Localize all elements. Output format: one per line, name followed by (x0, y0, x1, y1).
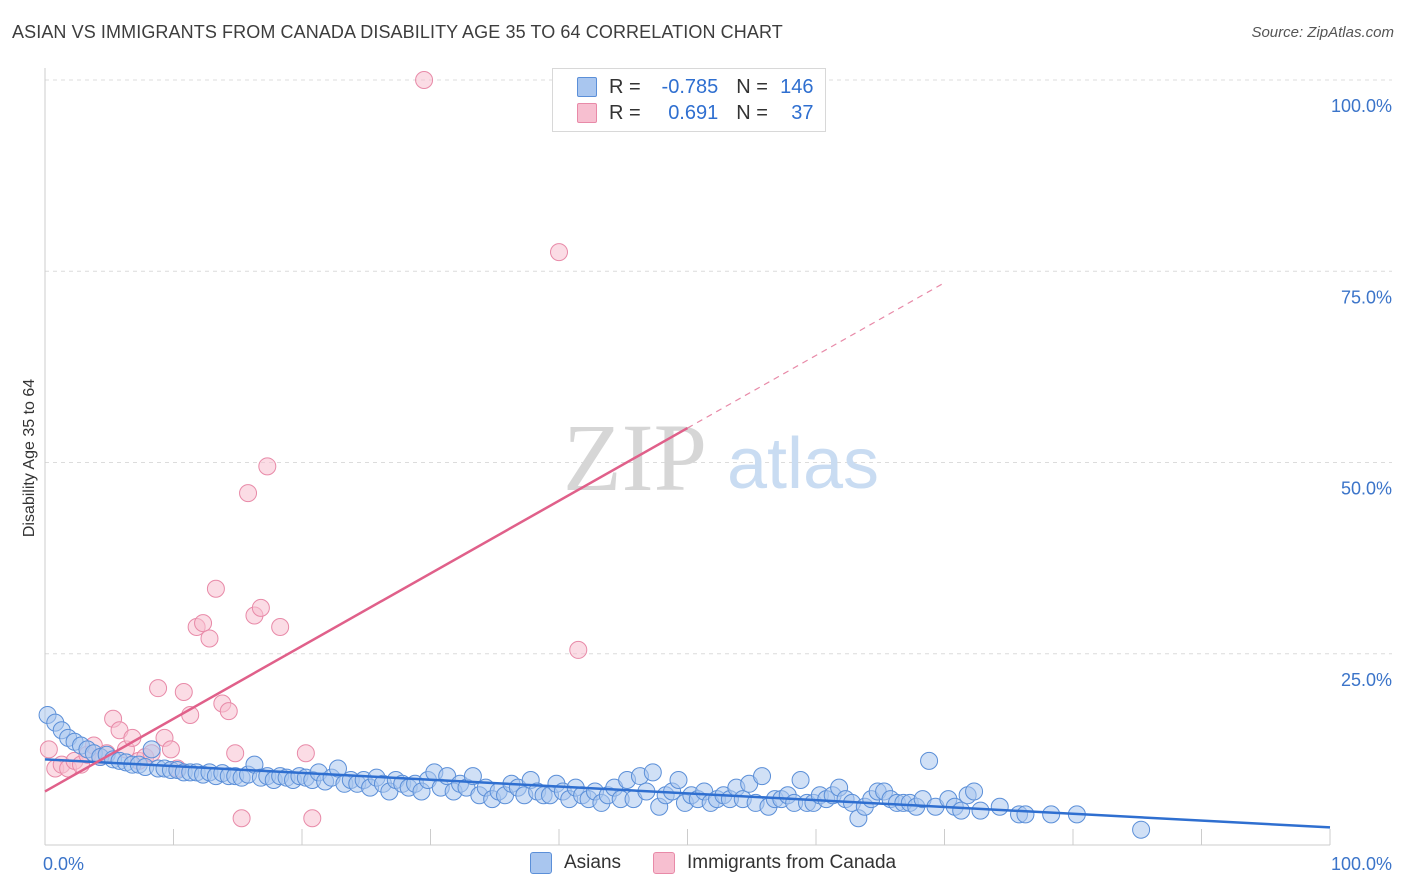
asian-point (463, 767, 482, 786)
canada-point (194, 614, 213, 633)
canada-point (550, 243, 568, 262)
canada-point (200, 629, 219, 648)
asians-swatch (577, 77, 597, 97)
asian-point (753, 767, 772, 786)
asian-point (920, 751, 939, 770)
asian-points (38, 705, 1151, 839)
asian-point (965, 782, 984, 801)
asian-point (1132, 820, 1151, 839)
canada-point (258, 457, 277, 476)
canada-swatch (577, 103, 597, 123)
asian-point (971, 801, 990, 820)
y-tick-label: 100.0% (1331, 96, 1392, 116)
legend-row-canada: R = 0.691 N = 37 (577, 101, 814, 125)
asians-swatch (530, 852, 552, 874)
asian-point (328, 759, 347, 778)
canada-point (569, 640, 588, 659)
asians-r-value: -0.785 (661, 75, 719, 98)
canada-point (251, 598, 270, 617)
canada-point (239, 484, 258, 503)
canada-trend-line (44, 426, 689, 793)
canada-point (149, 679, 168, 698)
r-label: R = (609, 75, 641, 98)
x-tick-label-right: 100.0% (1331, 854, 1392, 874)
series-legend: Asians Immigrants from Canada (530, 852, 928, 874)
legend-row-asians: R = -0.785 N = 146 (577, 75, 814, 99)
chart-title: ASIAN VS IMMIGRANTS FROM CANADA DISABILI… (12, 22, 783, 42)
canada-r-value: 0.691 (668, 101, 719, 124)
canada-point (303, 809, 322, 828)
asian-point (1042, 805, 1061, 824)
legend-label-canada: Immigrants from Canada (687, 852, 897, 873)
y-tick-label: 25.0% (1341, 670, 1392, 690)
r-label: R = (609, 101, 641, 124)
canada-point (174, 683, 193, 701)
asian-point (952, 801, 971, 820)
n-label: N = (736, 101, 768, 124)
canada-swatch (653, 852, 676, 874)
x-tick-label-left: 0.0% (43, 854, 84, 874)
stats-legend: R = -0.785 N = 146 R = 0.691 N = 37 (552, 68, 826, 132)
asian-point (990, 797, 1009, 816)
legend-label-asians: Asians (564, 852, 622, 873)
asians-n-value: 146 (780, 75, 814, 98)
canada-point (161, 740, 180, 759)
canada-point (39, 740, 58, 759)
asian-point (142, 740, 161, 759)
canada-point (206, 579, 225, 598)
canada-point (271, 617, 290, 636)
gridlines (45, 79, 1392, 655)
canada-n-value: 37 (791, 101, 814, 124)
tick-labels: 25.0% 50.0% 75.0% 100.0% 0.0% 100.0% (43, 96, 1392, 874)
canada-points (39, 71, 588, 828)
canada-trend-extension (687, 282, 945, 429)
canada-point (415, 71, 434, 89)
y-tick-label: 50.0% (1341, 479, 1392, 499)
canada-point (232, 809, 251, 828)
asian-point (643, 763, 662, 782)
trend-lines (44, 282, 1331, 829)
canada-point (226, 744, 245, 763)
legend-item-canada[interactable]: Immigrants from Canada (653, 852, 896, 874)
asian-point (791, 770, 810, 789)
asians-trend-line (44, 758, 1331, 829)
n-label: N = (736, 75, 768, 98)
y-tick-label: 75.0% (1341, 287, 1392, 307)
canada-point (219, 702, 238, 721)
source-label: Source: ZipAtlas.com (1251, 24, 1394, 41)
legend-item-asians[interactable]: Asians (530, 852, 621, 874)
watermark-atlas: atlas (727, 424, 879, 504)
asian-point (1016, 805, 1035, 824)
canada-point (296, 744, 315, 763)
asian-point (669, 770, 688, 789)
